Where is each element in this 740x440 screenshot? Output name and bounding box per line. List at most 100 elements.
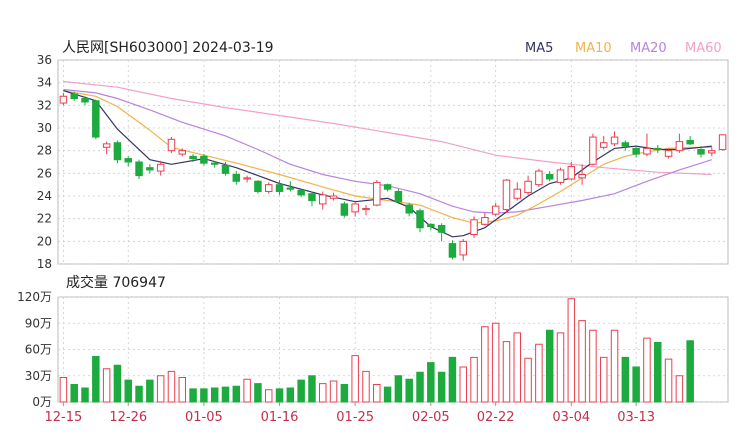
candle-down: [405, 204, 413, 214]
candle-down: [437, 224, 446, 233]
volume-bar: [643, 337, 651, 403]
x-tick-label: 01-25: [336, 410, 374, 425]
volume-bar: [59, 377, 68, 403]
candle-up: [524, 180, 532, 194]
volume-bar: [70, 384, 78, 403]
volume-bar: [210, 387, 219, 403]
legend-ma20: MA20: [630, 41, 667, 56]
volume-bar: [481, 326, 489, 403]
candle-down: [308, 193, 316, 202]
candle-down: [275, 184, 284, 192]
moving-average-lines: [63, 80, 712, 238]
x-tick-label: 01-05: [185, 410, 223, 425]
candle-up: [708, 150, 716, 154]
candle-down: [92, 100, 100, 138]
volume-bar: [200, 388, 208, 403]
candle-up: [459, 240, 467, 256]
candle-up: [718, 134, 727, 151]
volume-bar: [221, 386, 230, 403]
candle-up: [167, 138, 176, 152]
candle-down: [210, 162, 219, 165]
candle-down: [621, 142, 630, 147]
price-tick-label: 30: [37, 121, 52, 135]
price-tick-label: 28: [37, 144, 52, 158]
candle-up: [102, 143, 111, 148]
x-axis: 12-15 12-26 01-05 01-16 01-25 02-05 02-22 03-04…: [45, 402, 655, 425]
volume-bar: [146, 379, 154, 403]
volume-bar: [113, 364, 122, 403]
volume-bar: [156, 375, 165, 403]
candle-down: [297, 189, 305, 196]
candle-down: [427, 223, 435, 228]
candle-up: [362, 207, 370, 211]
legend-ma5: MA5: [525, 41, 553, 56]
volume-bar: [362, 370, 370, 403]
volume-bar: [524, 357, 532, 403]
volume-bar: [286, 387, 295, 403]
volume-bar: [351, 355, 359, 403]
volume-bar: [599, 356, 608, 403]
candle-down: [70, 93, 78, 100]
ma-line-ma5: [63, 90, 712, 238]
volume-tick-label: 30万: [25, 369, 52, 383]
candle-down: [394, 190, 403, 203]
candle-down: [189, 155, 197, 160]
ma-line-ma10: [63, 90, 712, 224]
volume-bar: [416, 371, 424, 403]
volume-bar: [340, 384, 349, 403]
price-tick-label: 20: [37, 234, 52, 248]
candle-down: [286, 187, 295, 190]
candle-down: [448, 243, 457, 258]
volume-bar: [686, 340, 694, 403]
volume-bar: [513, 332, 522, 403]
candle-up: [178, 150, 187, 155]
x-tick-label: 03-04: [552, 410, 590, 425]
chart-title: 人民网[SH603000] 2024-03-19: [62, 40, 274, 56]
candle-up: [589, 136, 597, 165]
price-tick-label: 26: [37, 166, 52, 180]
ma-line-ma60: [63, 80, 712, 176]
volume-bar: [264, 389, 273, 403]
volume-bar: [394, 375, 403, 403]
candle-up: [373, 181, 381, 206]
candle-down: [632, 147, 640, 155]
candle-up: [610, 136, 619, 145]
volume-bar: [567, 298, 576, 403]
candlestick-series: [59, 91, 727, 261]
volume-bar: [178, 377, 187, 403]
volume-bar: [448, 356, 457, 403]
volume-bar: [232, 385, 241, 403]
volume-tick-label: 120万: [17, 290, 52, 304]
candle-up: [556, 169, 565, 183]
candle-down: [416, 210, 424, 229]
volume-bar: [664, 358, 673, 403]
x-tick-label: 12-26: [109, 410, 147, 425]
legend-ma60: MA60: [685, 41, 722, 56]
price-tick-label: 36: [37, 53, 52, 67]
candle-down: [340, 203, 349, 216]
price-tick-label: 32: [37, 98, 52, 112]
price-tick-label: 24: [37, 189, 52, 203]
candle-up: [351, 203, 359, 213]
candle-up: [264, 184, 273, 192]
volume-bar: [92, 356, 100, 403]
legend-ma10: MA10: [575, 41, 612, 56]
candle-up: [243, 177, 251, 180]
volume-bar: [545, 329, 554, 403]
volume-bar: [124, 379, 132, 403]
candle-down: [545, 173, 554, 180]
ma-line-ma20: [63, 88, 712, 214]
candle-up: [664, 150, 673, 157]
volume-title: 成交量 706947: [66, 274, 166, 291]
volume-bar: [578, 320, 586, 403]
volume-bar: [589, 329, 597, 403]
candle-up: [567, 166, 576, 180]
volume-bar: [189, 388, 197, 403]
volume-bar: [81, 387, 89, 403]
volume-bar: [373, 384, 381, 403]
volume-tick-label: 0万: [32, 395, 52, 409]
volume-y-axis: 0万 30万 60万 90万 120万: [17, 290, 52, 409]
volume-tick-label: 60万: [25, 343, 52, 357]
volume-bar: [470, 356, 478, 403]
